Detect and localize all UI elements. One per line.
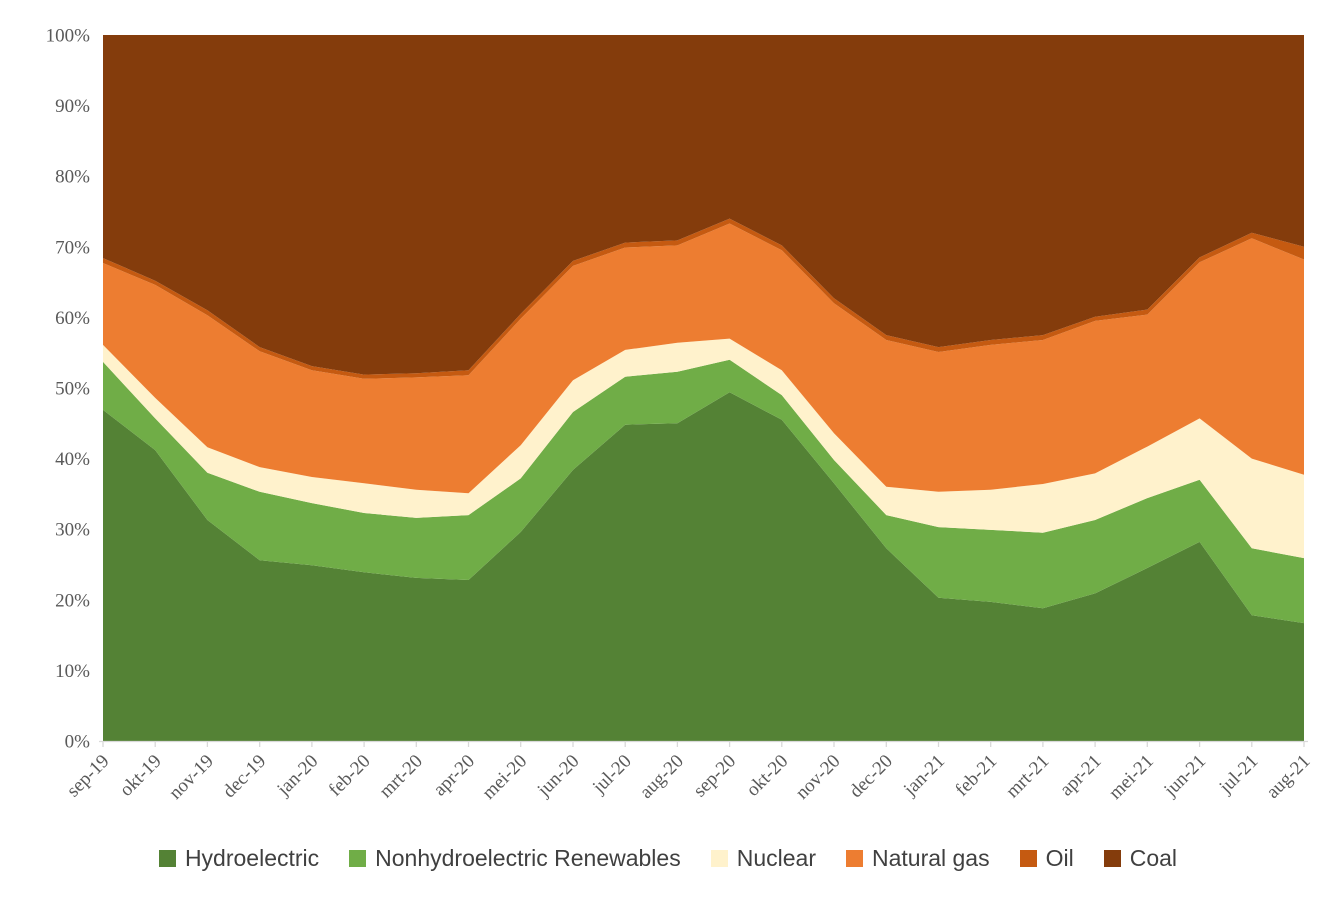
- x-axis-label: apr-21: [1056, 751, 1106, 801]
- x-axis-label: mei-21: [1105, 751, 1158, 804]
- legend-label: Coal: [1129, 845, 1178, 871]
- area-hydroelectric: [103, 392, 1304, 741]
- x-axis-label: dec-20: [845, 751, 896, 802]
- legend-label: Oil: [1045, 845, 1074, 871]
- legend-swatch-icon: [710, 850, 728, 867]
- x-axis-label: sep-20: [689, 751, 740, 802]
- y-axis-label: 20%: [55, 590, 90, 611]
- x-axis-label: jan-21: [899, 751, 949, 801]
- legend-label: Natural gas: [871, 845, 990, 871]
- legend-item-nonhydroelectric-renewables: Nonhydroelectric Renewables: [349, 847, 681, 870]
- legend-swatch-icon: [158, 850, 176, 867]
- x-axis-label: jun-21: [1160, 751, 1211, 802]
- legend-swatch-icon: [845, 850, 863, 867]
- legend-item-natural-gas: Natural gas: [845, 845, 990, 871]
- x-axis-label: feb-20: [325, 751, 375, 801]
- legend-swatch-icon: [1103, 850, 1121, 867]
- x-axis-label: jul-21: [1215, 751, 1263, 799]
- x-axis-label: jul-20: [588, 751, 636, 799]
- y-axis-label: 100%: [46, 26, 91, 47]
- x-axis-label: mrt-21: [1002, 751, 1053, 802]
- chart-legend: Hydroelectric Nonhydroelectric Renewables…: [0, 847, 1336, 870]
- y-axis-label: 10%: [55, 661, 90, 682]
- y-axis-label: 90%: [55, 96, 90, 117]
- legend-item-nuclear: Nuclear: [710, 845, 816, 871]
- x-axis-label: nov-19: [165, 751, 218, 804]
- y-axis-label: 30%: [55, 520, 90, 541]
- legend-item-coal: Coal: [1103, 845, 1178, 871]
- x-axis-label: dec-19: [219, 751, 270, 802]
- x-axis-label: jan-20: [273, 751, 323, 801]
- legend-label: Nuclear: [736, 845, 816, 871]
- x-axis-label: nov-20: [792, 751, 845, 804]
- legend-swatch-icon: [349, 850, 367, 867]
- x-axis-label: aug-21: [1262, 751, 1314, 803]
- x-axis-label: feb-21: [951, 751, 1001, 801]
- x-axis-label: mei-20: [478, 751, 531, 804]
- legend-label: Hydroelectric: [184, 845, 320, 871]
- x-axis-label: okt-19: [116, 751, 166, 801]
- x-axis-label: apr-20: [429, 751, 479, 801]
- legend-swatch-icon: [1019, 850, 1037, 867]
- x-axis-label: aug-20: [636, 751, 688, 803]
- legend-item-oil: Oil: [1019, 845, 1074, 871]
- y-axis-label: 50%: [55, 379, 90, 400]
- x-axis-label: mrt-20: [375, 751, 426, 802]
- area-nonhydroelectric-renewables: [103, 359, 1304, 624]
- area-coal: [103, 35, 1304, 375]
- x-axis-label: okt-20: [742, 751, 792, 801]
- y-axis-label: 70%: [55, 237, 90, 258]
- area-nuclear: [103, 338, 1304, 559]
- y-axis-label: 60%: [55, 308, 90, 329]
- x-axis-label: jun-20: [533, 751, 584, 802]
- x-axis-label: sep-19: [63, 751, 114, 802]
- y-axis-label: 40%: [55, 449, 90, 470]
- legend-item-hydroelectric: Hydroelectric: [158, 845, 320, 871]
- y-axis-label: 80%: [55, 167, 90, 188]
- y-axis-label: 0%: [65, 732, 91, 753]
- legend-label: Nonhydroelectric Renewables: [375, 845, 681, 871]
- area-natural-gas: [103, 223, 1304, 494]
